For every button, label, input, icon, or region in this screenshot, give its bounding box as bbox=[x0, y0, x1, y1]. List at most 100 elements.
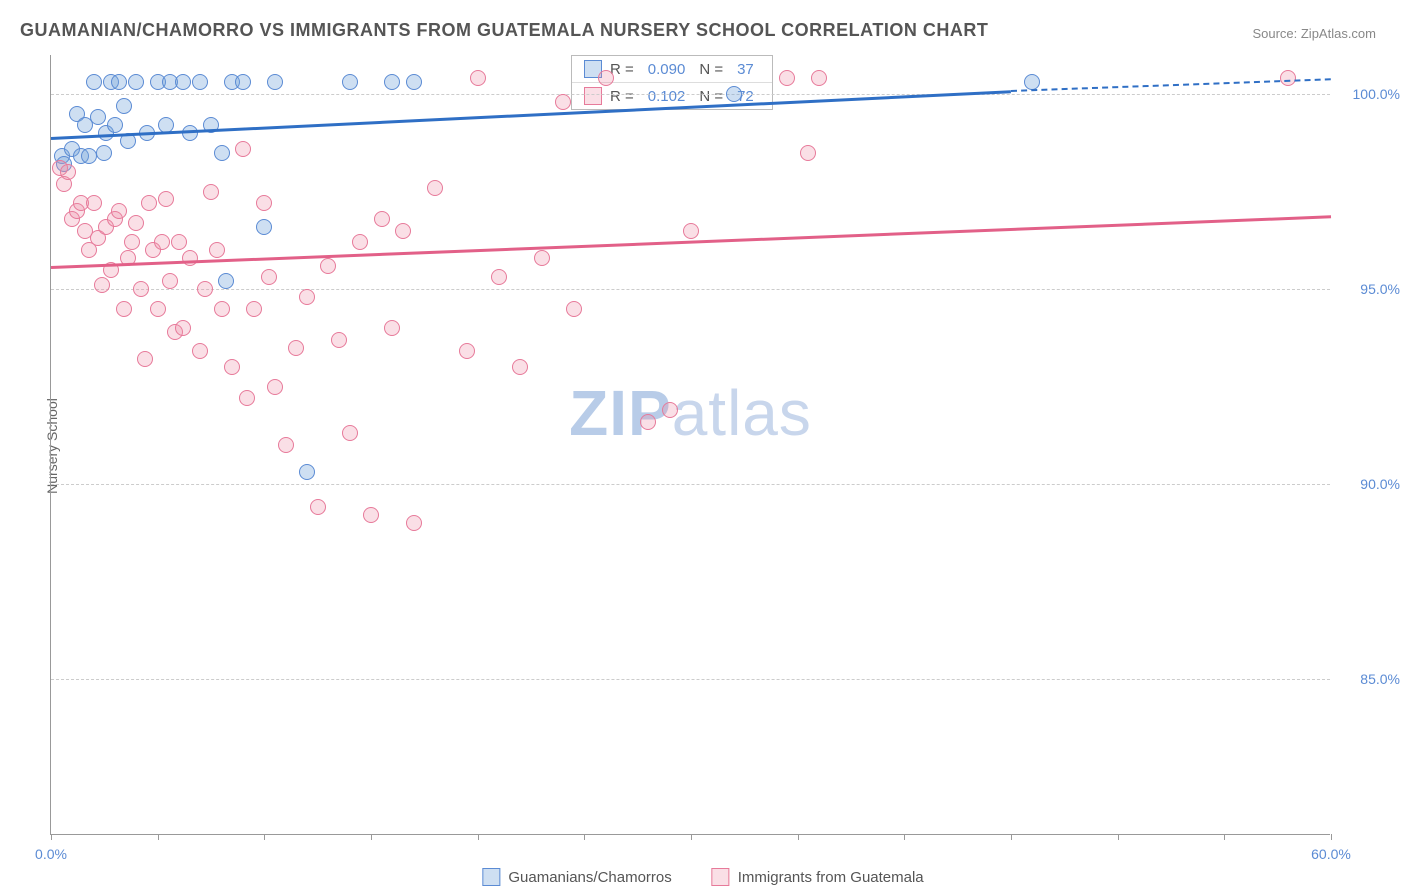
data-point-pink bbox=[640, 414, 656, 430]
data-point-pink bbox=[239, 390, 255, 406]
y-tick-label: 85.0% bbox=[1360, 671, 1400, 687]
data-point-pink bbox=[209, 242, 225, 258]
y-tick-label: 95.0% bbox=[1360, 281, 1400, 297]
data-point-blue bbox=[96, 145, 112, 161]
data-point-blue bbox=[116, 98, 132, 114]
x-tick-label: 0.0% bbox=[35, 846, 67, 862]
data-point-pink bbox=[133, 281, 149, 297]
x-tick bbox=[691, 834, 692, 840]
data-point-pink bbox=[459, 343, 475, 359]
x-tick bbox=[798, 834, 799, 840]
data-point-pink bbox=[278, 437, 294, 453]
legend-item-pink: Immigrants from Guatemala bbox=[712, 868, 924, 886]
legend-item-blue: Guamanians/Chamorros bbox=[482, 868, 671, 886]
x-tick bbox=[1118, 834, 1119, 840]
data-point-pink bbox=[352, 234, 368, 250]
data-point-pink bbox=[779, 70, 795, 86]
legend-label-pink: Immigrants from Guatemala bbox=[738, 869, 924, 886]
watermark: ZIPatlas bbox=[569, 376, 812, 450]
data-point-blue bbox=[107, 117, 123, 133]
trend-line bbox=[51, 90, 1011, 139]
data-point-pink bbox=[256, 195, 272, 211]
legend-swatch-pink bbox=[712, 868, 730, 886]
data-point-pink bbox=[342, 425, 358, 441]
bottom-legend: Guamanians/Chamorros Immigrants from Gua… bbox=[482, 868, 923, 886]
data-point-pink bbox=[192, 343, 208, 359]
gridline bbox=[51, 484, 1330, 485]
data-point-pink bbox=[534, 250, 550, 266]
data-point-pink bbox=[555, 94, 571, 110]
data-point-blue bbox=[214, 145, 230, 161]
data-point-blue bbox=[175, 74, 191, 90]
x-tick bbox=[584, 834, 585, 840]
data-point-blue bbox=[726, 86, 742, 102]
x-tick bbox=[371, 834, 372, 840]
data-point-blue bbox=[128, 74, 144, 90]
data-point-pink bbox=[384, 320, 400, 336]
data-point-pink bbox=[395, 223, 411, 239]
data-point-pink bbox=[141, 195, 157, 211]
data-point-pink bbox=[86, 195, 102, 211]
data-point-pink bbox=[203, 184, 219, 200]
data-point-pink bbox=[320, 258, 336, 274]
data-point-pink bbox=[491, 269, 507, 285]
data-point-pink bbox=[128, 215, 144, 231]
data-point-pink bbox=[235, 141, 251, 157]
x-tick bbox=[51, 834, 52, 840]
x-tick bbox=[158, 834, 159, 840]
data-point-pink bbox=[214, 301, 230, 317]
data-point-pink bbox=[158, 191, 174, 207]
data-point-pink bbox=[512, 359, 528, 375]
y-tick-label: 90.0% bbox=[1360, 476, 1400, 492]
data-point-blue bbox=[218, 273, 234, 289]
gridline bbox=[51, 289, 1330, 290]
data-point-pink bbox=[154, 234, 170, 250]
data-point-blue bbox=[267, 74, 283, 90]
data-point-pink bbox=[111, 203, 127, 219]
data-point-blue bbox=[299, 464, 315, 480]
gridline bbox=[51, 679, 1330, 680]
legend-swatch-blue bbox=[482, 868, 500, 886]
data-point-pink bbox=[197, 281, 213, 297]
x-tick bbox=[264, 834, 265, 840]
data-point-blue bbox=[192, 74, 208, 90]
x-tick bbox=[478, 834, 479, 840]
data-point-pink bbox=[288, 340, 304, 356]
data-point-pink bbox=[299, 289, 315, 305]
data-point-pink bbox=[331, 332, 347, 348]
data-point-pink bbox=[162, 273, 178, 289]
data-point-pink bbox=[800, 145, 816, 161]
data-point-pink bbox=[470, 70, 486, 86]
data-point-pink bbox=[374, 211, 390, 227]
data-point-blue bbox=[342, 74, 358, 90]
legend-label-blue: Guamanians/Chamorros bbox=[508, 869, 671, 886]
data-point-pink bbox=[246, 301, 262, 317]
x-tick bbox=[1331, 834, 1332, 840]
data-point-pink bbox=[363, 507, 379, 523]
data-point-pink bbox=[60, 164, 76, 180]
gridline bbox=[51, 94, 1330, 95]
data-point-pink bbox=[150, 301, 166, 317]
data-point-blue bbox=[406, 74, 422, 90]
data-point-pink bbox=[261, 269, 277, 285]
data-point-blue bbox=[111, 74, 127, 90]
data-point-blue bbox=[81, 148, 97, 164]
data-point-blue bbox=[235, 74, 251, 90]
source-attribution: Source: ZipAtlas.com bbox=[1252, 26, 1376, 41]
data-point-pink bbox=[427, 180, 443, 196]
data-point-pink bbox=[406, 515, 422, 531]
data-point-pink bbox=[94, 277, 110, 293]
x-tick bbox=[1011, 834, 1012, 840]
data-point-pink bbox=[1280, 70, 1296, 86]
x-tick-label: 60.0% bbox=[1311, 846, 1351, 862]
swatch-pink bbox=[584, 87, 602, 105]
data-point-pink bbox=[137, 351, 153, 367]
data-point-pink bbox=[124, 234, 140, 250]
data-point-pink bbox=[267, 379, 283, 395]
data-point-pink bbox=[683, 223, 699, 239]
source-link[interactable]: ZipAtlas.com bbox=[1301, 26, 1376, 41]
data-point-pink bbox=[175, 320, 191, 336]
data-point-blue bbox=[384, 74, 400, 90]
data-point-pink bbox=[171, 234, 187, 250]
x-tick bbox=[904, 834, 905, 840]
